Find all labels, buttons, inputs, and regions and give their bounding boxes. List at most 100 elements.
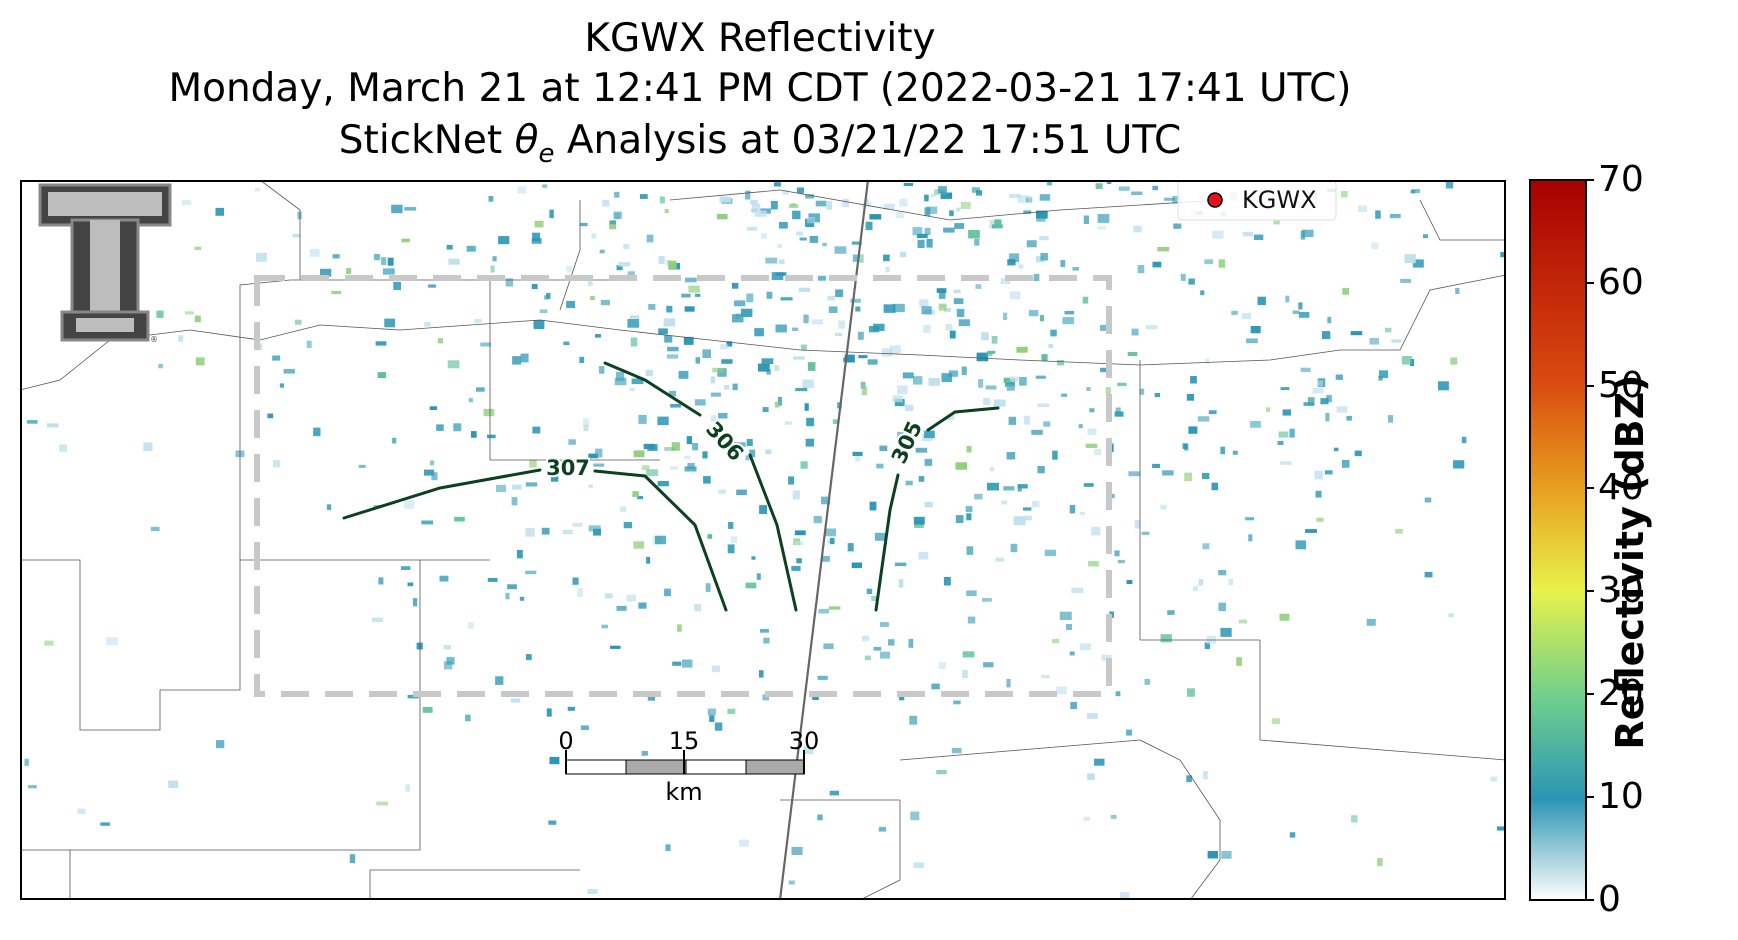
reflectivity-speck: [659, 196, 665, 204]
reflectivity-speck: [928, 377, 940, 386]
reflectivity-speck: [940, 192, 953, 199]
colorbar-tick-20: 20: [1598, 673, 1644, 714]
reflectivity-speck: [1300, 230, 1306, 240]
reflectivity-speck: [1218, 570, 1227, 576]
reflectivity-speck: [531, 283, 538, 290]
reflectivity-speck: [1404, 254, 1416, 264]
reflectivity-speck: [955, 515, 964, 523]
reflectivity-speck: [916, 233, 928, 239]
reflectivity-speck: [926, 238, 933, 248]
reflectivity-speck: [765, 257, 778, 264]
reflectivity-speck: [763, 637, 770, 644]
reflectivity-speck: [1180, 273, 1186, 281]
reflectivity-speck: [955, 462, 967, 470]
reflectivity-speck: [24, 758, 29, 766]
colorbar-tick-60: 60: [1598, 262, 1644, 303]
reflectivity-speck: [962, 670, 968, 679]
reflectivity-speck: [813, 515, 822, 524]
reflectivity-speck: [378, 577, 384, 585]
reflectivity-speck: [948, 370, 959, 377]
reflectivity-speck: [965, 506, 973, 513]
reflectivity-speck: [572, 577, 579, 585]
reflectivity-speck: [962, 651, 975, 658]
reflectivity-speck: [779, 221, 788, 229]
reflectivity-speck: [1146, 325, 1158, 330]
reflectivity-speck: [1280, 461, 1292, 465]
reflectivity-speck: [736, 489, 747, 496]
reflectivity-speck: [549, 756, 560, 765]
reflectivity-speck: [424, 321, 431, 327]
reflectivity-speck: [852, 451, 863, 456]
reflectivity-speck: [949, 330, 956, 339]
colorbar-tick-10: 10: [1598, 776, 1644, 817]
reflectivity-speck: [978, 379, 984, 388]
reflectivity-speck: [791, 565, 801, 571]
reflectivity-speck: [826, 201, 832, 210]
reflectivity-speck: [1401, 356, 1412, 365]
reflectivity-speck: [550, 476, 559, 482]
reflectivity-speck: [525, 482, 538, 487]
reflectivity-speck: [815, 200, 827, 207]
reflectivity-speck: [1246, 338, 1258, 344]
reflectivity-speck: [1044, 549, 1056, 556]
reflectivity-speck: [436, 424, 444, 431]
reflectivity-speck: [818, 608, 829, 614]
reflectivity-speck: [346, 268, 352, 274]
reflectivity-speck: [1218, 602, 1226, 612]
reflectivity-speck: [1087, 713, 1098, 719]
reflectivity-speck: [796, 231, 803, 236]
reflectivity-speck: [921, 306, 932, 315]
reflectivity-speck: [861, 635, 870, 642]
reflectivity-speck: [746, 226, 758, 231]
reflectivity-speck: [807, 362, 816, 371]
reflectivity-speck: [1091, 526, 1101, 536]
reflectivity-speck: [1205, 358, 1210, 364]
reflectivity-speck: [686, 436, 692, 445]
reflectivity-speck: [1160, 504, 1167, 510]
reflectivity-speck: [880, 651, 890, 659]
reflectivity-speck: [1321, 331, 1331, 339]
reflectivity-speck: [1018, 264, 1024, 269]
reflectivity-speck: [924, 501, 933, 508]
reflectivity-speck: [897, 431, 907, 439]
reflectivity-speck: [59, 444, 67, 452]
scale-tick-0: 0: [558, 727, 573, 755]
reflectivity-speck: [563, 341, 570, 346]
reflectivity-speck: [944, 308, 952, 312]
reflectivity-speck: [1062, 317, 1075, 325]
reflectivity-speck: [657, 416, 669, 426]
reflectivity-speck: [705, 583, 711, 592]
reflectivity-speck: [614, 191, 620, 198]
reflectivity-speck: [1411, 189, 1421, 194]
reflectivity-speck: [983, 398, 991, 405]
reflectivity-speck: [671, 442, 680, 451]
reflectivity-speck: [663, 318, 676, 327]
reflectivity-speck: [766, 291, 773, 299]
reflectivity-speck: [986, 352, 993, 356]
reflectivity-speck: [1041, 354, 1048, 362]
reflectivity-speck: [975, 284, 982, 289]
reflectivity-speck: [1137, 265, 1145, 274]
reflectivity-speck: [1160, 634, 1172, 643]
reflectivity-speck: [1389, 214, 1401, 219]
reflectivity-speck: [1017, 195, 1029, 203]
reflectivity-speck: [1061, 393, 1067, 397]
reflectivity-speck: [974, 493, 983, 500]
reflectivity-speck: [1037, 403, 1050, 408]
reflectivity-speck: [614, 377, 627, 386]
reflectivity-speck: [1087, 773, 1095, 781]
reflectivity-speck: [951, 747, 962, 754]
reflectivity-speck: [1101, 654, 1112, 661]
reflectivity-speck: [1201, 472, 1210, 479]
reflectivity-speck: [1172, 195, 1182, 204]
reflectivity-speck: [437, 338, 443, 344]
reflectivity-speck: [468, 398, 473, 403]
reflectivity-speck: [616, 371, 625, 381]
reflectivity-speck: [1154, 393, 1160, 398]
reflectivity-speck: [899, 251, 907, 258]
reflectivity-speck: [1009, 376, 1019, 382]
reflectivity-speck: [739, 839, 749, 847]
reflectivity-speck: [26, 420, 38, 424]
reflectivity-speck: [687, 463, 695, 469]
reflectivity-speck: [692, 443, 699, 451]
